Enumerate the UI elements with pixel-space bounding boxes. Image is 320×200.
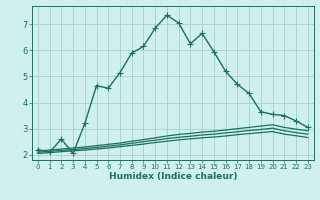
X-axis label: Humidex (Indice chaleur): Humidex (Indice chaleur): [108, 172, 237, 181]
